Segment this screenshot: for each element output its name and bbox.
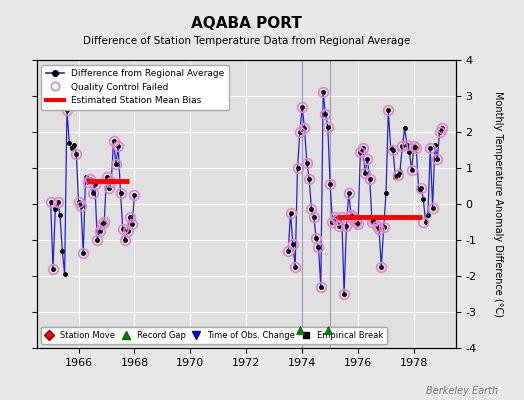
Text: AQABA PORT: AQABA PORT [191,16,302,31]
Y-axis label: Monthly Temperature Anomaly Difference (°C): Monthly Temperature Anomaly Difference (… [494,91,504,317]
Legend: Station Move, Record Gap, Time of Obs. Change, Empirical Break: Station Move, Record Gap, Time of Obs. C… [41,326,387,344]
Text: Berkeley Earth: Berkeley Earth [425,386,498,396]
Text: Difference of Station Temperature Data from Regional Average: Difference of Station Temperature Data f… [83,36,410,46]
